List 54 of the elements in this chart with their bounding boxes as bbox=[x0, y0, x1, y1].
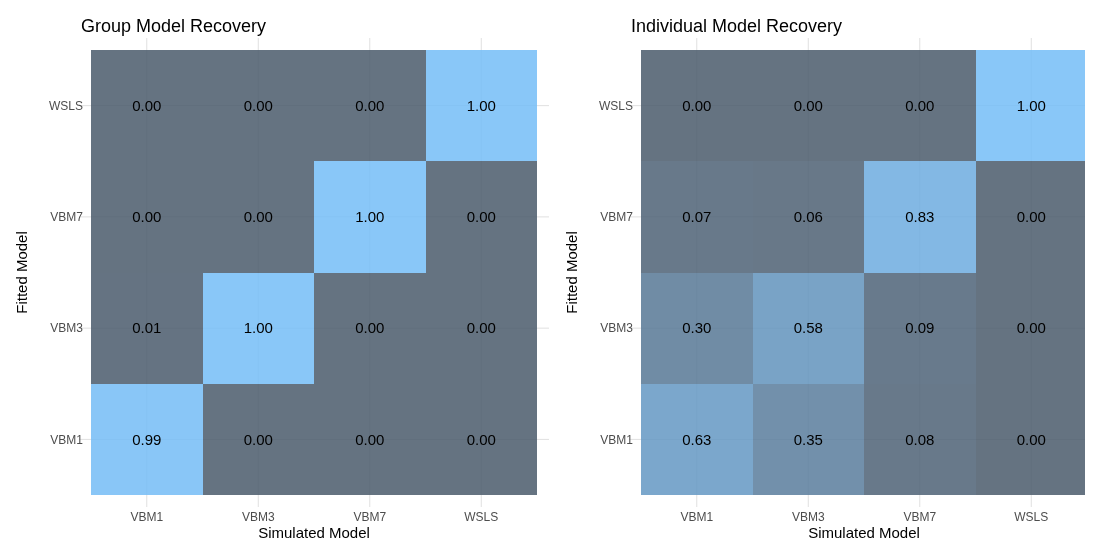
data-label: 0.08 bbox=[905, 430, 935, 448]
data-label: 1.00 bbox=[1016, 96, 1046, 114]
data-label: 0.00 bbox=[355, 430, 385, 448]
data-label: 0.00 bbox=[466, 430, 496, 448]
x-tick-label: VBM1 bbox=[130, 510, 164, 524]
chart-title: Individual Model Recovery bbox=[631, 16, 843, 36]
data-label: 0.99 bbox=[132, 430, 162, 448]
data-label: 0.00 bbox=[1016, 208, 1046, 226]
x-tick-label: VBM1 bbox=[680, 510, 714, 524]
data-label: 0.00 bbox=[466, 208, 496, 226]
data-label: 0.01 bbox=[132, 319, 162, 337]
data-label: 0.00 bbox=[682, 96, 712, 114]
data-label: 0.07 bbox=[682, 208, 712, 226]
data-label: 1.00 bbox=[355, 208, 385, 226]
y-tick-label: VBM7 bbox=[50, 210, 84, 225]
y-tick-label: VBM3 bbox=[600, 321, 634, 336]
data-label: 0.00 bbox=[243, 208, 273, 226]
data-label: 0.58 bbox=[793, 319, 823, 337]
y-tick-label: VBM1 bbox=[50, 432, 84, 447]
y-tick-label: VBM1 bbox=[600, 432, 634, 447]
data-label: 0.09 bbox=[905, 319, 935, 337]
y-tick-label: WSLS bbox=[48, 98, 83, 113]
x-axis-title: Simulated Model bbox=[258, 524, 370, 541]
x-tick-label: VBM3 bbox=[791, 510, 825, 524]
data-label: 0.00 bbox=[355, 96, 385, 114]
chart-title: Group Model Recovery bbox=[81, 16, 267, 36]
y-tick-label: VBM3 bbox=[50, 321, 84, 336]
x-tick-label: WSLS bbox=[1014, 510, 1049, 524]
x-tick-label: WSLS bbox=[464, 510, 499, 524]
x-axis-title: Simulated Model bbox=[808, 524, 920, 541]
data-label: 0.00 bbox=[355, 319, 385, 337]
data-label: 0.00 bbox=[1016, 319, 1046, 337]
data-label: 0.06 bbox=[793, 208, 823, 226]
x-tick-label: VBM7 bbox=[353, 510, 387, 524]
data-label: 0.00 bbox=[132, 96, 162, 114]
data-label: 1.00 bbox=[466, 96, 496, 114]
data-label: 0.35 bbox=[793, 430, 823, 448]
data-label: 0.00 bbox=[243, 96, 273, 114]
x-tick-label: VBM3 bbox=[241, 510, 275, 524]
x-tick-label: VBM7 bbox=[903, 510, 937, 524]
y-axis-title: Fitted Model bbox=[563, 231, 580, 314]
data-label: 0.30 bbox=[682, 319, 712, 337]
data-label: 0.63 bbox=[682, 430, 712, 448]
data-label: 0.00 bbox=[466, 319, 496, 337]
y-axis-title: Fitted Model bbox=[13, 231, 30, 314]
data-label: 0.00 bbox=[905, 96, 935, 114]
data-label: 0.00 bbox=[243, 430, 273, 448]
data-label: 0.00 bbox=[1016, 430, 1046, 448]
data-label: 0.00 bbox=[132, 208, 162, 226]
y-tick-label: WSLS bbox=[598, 98, 633, 113]
data-label: 0.00 bbox=[793, 96, 823, 114]
data-label: 0.83 bbox=[905, 208, 935, 226]
y-tick-label: VBM7 bbox=[600, 210, 634, 225]
data-label: 1.00 bbox=[243, 319, 273, 337]
